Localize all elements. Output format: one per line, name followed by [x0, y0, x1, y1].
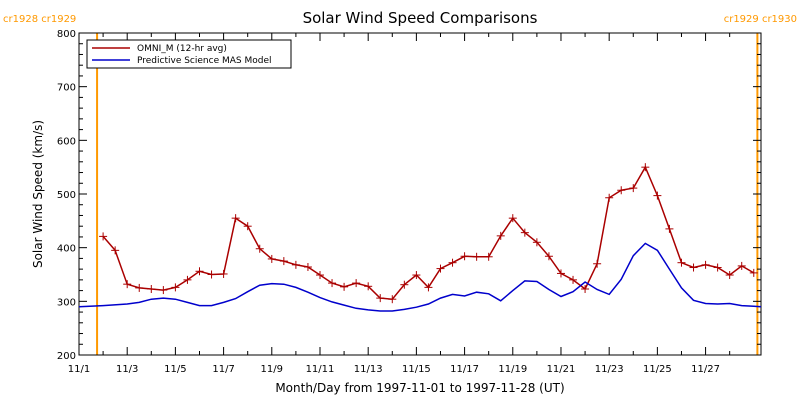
data-point-omni	[605, 193, 614, 202]
y-tick-label: 200	[57, 351, 76, 362]
data-point-omni	[400, 280, 409, 289]
data-point-omni	[171, 283, 180, 292]
data-point-omni	[183, 275, 192, 284]
data-point-omni	[388, 295, 397, 304]
y-tick-label: 300	[57, 297, 76, 308]
x-tick-label: 11/5	[164, 364, 186, 375]
data-point-omni	[689, 263, 698, 272]
data-point-omni	[436, 264, 445, 273]
y-tick-label: 400	[57, 244, 76, 255]
x-tick-label: 11/19	[498, 364, 527, 375]
data-point-omni	[641, 163, 650, 172]
data-point-omni	[207, 270, 216, 279]
carrington-label: cr1928 cr1929	[3, 14, 76, 25]
data-point-omni	[267, 254, 276, 263]
data-point-omni	[159, 286, 168, 295]
x-tick-label: 11/15	[402, 364, 431, 375]
data-point-omni	[135, 283, 144, 292]
data-point-omni	[713, 263, 722, 272]
data-point-omni	[364, 282, 373, 291]
data-point-omni	[412, 271, 421, 280]
data-point-omni	[593, 259, 602, 268]
data-point-omni	[448, 258, 457, 267]
data-point-omni	[677, 258, 686, 267]
legend: OMNI_M (12-hr avg) Predictive Science MA…	[86, 39, 292, 69]
data-point-omni	[665, 224, 674, 233]
y-tick-label: 800	[57, 29, 76, 40]
data-point-omni	[195, 267, 204, 276]
carrington-label: cr1929 cr1930	[724, 14, 797, 25]
x-tick-label: 11/11	[306, 364, 335, 375]
data-point-omni	[99, 232, 108, 241]
series-line-mas	[78, 242, 762, 312]
data-point-omni	[532, 238, 541, 247]
x-tick-label: 11/7	[212, 364, 234, 375]
data-point-omni	[569, 275, 578, 284]
legend-box	[86, 39, 292, 69]
data-point-omni	[617, 186, 626, 195]
data-point-omni	[123, 280, 132, 289]
x-tick-label: 11/23	[595, 364, 624, 375]
data-point-omni	[376, 294, 385, 303]
y-axis-title: Solar Wind Speed (km/s)	[31, 120, 45, 268]
data-point-omni	[749, 268, 758, 277]
data-point-omni	[737, 261, 746, 270]
data-point-omni	[219, 269, 228, 278]
series-layer	[78, 163, 762, 312]
x-tick-label: 11/17	[450, 364, 479, 375]
x-axis: 11/1 11/3 11/5 11/7 11/9 11/11 11/13 11/15 11/17…	[68, 33, 731, 375]
data-point-omni	[725, 271, 734, 280]
data-point-omni	[424, 283, 433, 292]
data-point-omni	[279, 257, 288, 266]
data-point-omni	[147, 284, 156, 293]
data-point-omni	[520, 228, 529, 237]
data-point-omni	[701, 260, 710, 269]
data-point-omni	[484, 252, 493, 261]
y-tick-label: 500	[57, 190, 76, 201]
data-point-omni	[243, 222, 252, 231]
data-point-omni	[352, 279, 361, 288]
data-point-omni	[340, 282, 349, 291]
x-tick-label: 11/27	[691, 364, 720, 375]
x-tick-label: 11/13	[354, 364, 383, 375]
data-point-omni	[629, 184, 638, 193]
x-tick-label: 11/21	[547, 364, 576, 375]
data-point-omni	[653, 191, 662, 200]
x-tick-label: 11/9	[261, 364, 283, 375]
data-point-omni	[508, 214, 517, 223]
legend-label-omni: OMNI_M (12-hr avg)	[137, 44, 227, 54]
x-tick-label: 11/25	[643, 364, 672, 375]
data-point-omni	[472, 252, 481, 261]
data-point-omni	[255, 244, 264, 253]
data-point-omni	[581, 284, 590, 293]
data-point-omni	[496, 231, 505, 240]
y-tick-label: 700	[57, 83, 76, 94]
data-point-omni	[556, 269, 565, 278]
data-point-omni	[315, 271, 324, 280]
chart-title: Solar Wind Speed Comparisons	[303, 9, 538, 27]
data-point-omni	[544, 252, 553, 261]
x-axis-title: Month/Day from 1997-11-01 to 1997-11-28 …	[275, 381, 564, 395]
data-point-omni	[460, 252, 469, 261]
data-point-omni	[231, 214, 240, 223]
data-point-omni	[291, 260, 300, 269]
data-point-omni	[328, 279, 337, 288]
legend-label-mas: Predictive Science MAS Model	[137, 56, 272, 66]
x-tick-label: 11/3	[116, 364, 138, 375]
y-axis: 200 300 400 500 600 700 800	[57, 29, 761, 362]
data-point-omni	[111, 246, 120, 255]
data-point-omni	[303, 262, 312, 271]
y-tick-label: 600	[57, 136, 76, 147]
x-tick-label: 11/1	[68, 364, 90, 375]
